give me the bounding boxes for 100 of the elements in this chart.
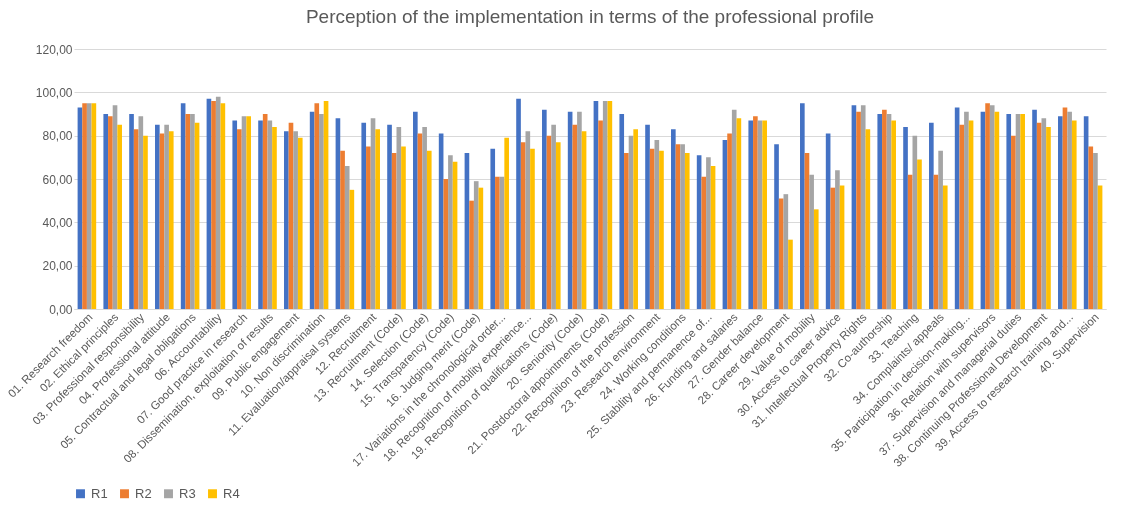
- y-tick-label: 40,00: [42, 215, 73, 230]
- bar: [809, 174, 814, 309]
- bar: [86, 103, 92, 309]
- bar: [903, 127, 908, 309]
- bar: [856, 111, 861, 309]
- legend-label: R1: [91, 485, 108, 501]
- bar: [731, 109, 737, 309]
- bar: [344, 166, 350, 309]
- bar: [1006, 114, 1012, 309]
- bar: [473, 181, 479, 309]
- bar: [830, 187, 836, 309]
- bar: [727, 133, 732, 309]
- bar: [361, 122, 367, 309]
- bar: [835, 170, 840, 309]
- bar: [516, 98, 521, 309]
- y-tick-label: 0,00: [49, 302, 73, 317]
- chart-title: Perception of the implementation in terms of the professional profile: [305, 6, 875, 27]
- bar: [748, 120, 754, 309]
- bar: [366, 146, 371, 309]
- bar: [262, 114, 268, 309]
- bar: [891, 120, 896, 309]
- bar: [788, 239, 793, 309]
- bar: [659, 150, 664, 309]
- bar: [649, 148, 655, 309]
- bar: [237, 129, 242, 309]
- bar: [293, 131, 298, 309]
- bar: [168, 131, 174, 309]
- bar: [246, 116, 251, 309]
- bar: [680, 144, 685, 309]
- bar: [1093, 153, 1098, 309]
- bar: [495, 176, 500, 309]
- bar: [778, 198, 784, 309]
- bar: [907, 174, 913, 309]
- bar: [917, 159, 922, 309]
- bar: [1020, 114, 1025, 309]
- bar: [1088, 146, 1094, 309]
- bar: [143, 135, 148, 309]
- bar: [753, 116, 758, 309]
- y-tick-label: 80,00: [42, 129, 73, 144]
- bar: [985, 103, 990, 309]
- bar: [1032, 109, 1037, 309]
- bar: [133, 129, 139, 309]
- bar: [624, 153, 629, 309]
- bar: [520, 142, 526, 309]
- bar: [989, 105, 995, 309]
- bar: [1071, 120, 1077, 309]
- bar: [619, 114, 625, 309]
- y-tick-label: 100,00: [35, 85, 73, 100]
- bar: [1036, 122, 1042, 309]
- bar: [762, 120, 767, 309]
- bar: [422, 127, 427, 309]
- bar: [602, 101, 608, 309]
- bar: [413, 111, 418, 309]
- bar: [959, 124, 965, 309]
- bar: [530, 148, 535, 309]
- bar: [938, 150, 943, 309]
- bar: [272, 127, 277, 309]
- bar: [633, 129, 638, 309]
- bar: [401, 146, 406, 309]
- bar: [215, 96, 221, 309]
- bar: [1046, 127, 1051, 309]
- bar: [129, 114, 134, 309]
- bar: [340, 150, 345, 309]
- bar: [942, 185, 948, 309]
- bar: [1011, 135, 1016, 309]
- bar: [929, 122, 934, 309]
- bar: [297, 137, 303, 309]
- y-tick-label: 120,00: [35, 42, 73, 57]
- legend-label: R4: [223, 485, 240, 501]
- bar: [701, 176, 707, 309]
- bar: [490, 148, 496, 309]
- bar: [190, 114, 195, 309]
- bar: [645, 124, 650, 309]
- bar: [387, 124, 392, 309]
- bar: [551, 124, 556, 309]
- bar: [860, 105, 866, 309]
- bar: [964, 111, 969, 309]
- bar: [1067, 111, 1072, 309]
- bar: [375, 129, 380, 309]
- y-tick-label: 20,00: [42, 259, 73, 274]
- bar: [314, 103, 320, 309]
- bar: [598, 120, 603, 309]
- bar: [1058, 116, 1063, 309]
- bar: [426, 150, 432, 309]
- bar: [555, 142, 561, 309]
- y-tick-label: 60,00: [42, 172, 73, 187]
- bar: [211, 101, 216, 309]
- bar: [671, 129, 676, 309]
- bar: [164, 124, 169, 309]
- bar: [258, 120, 263, 309]
- legend-label: R2: [135, 485, 152, 501]
- bar: [800, 103, 805, 309]
- bar: [108, 116, 113, 309]
- bar: [813, 209, 819, 309]
- bar: [284, 131, 289, 309]
- bar: [684, 153, 690, 309]
- bar: [877, 114, 883, 309]
- bar: [577, 111, 582, 309]
- bar: [391, 153, 397, 309]
- bar: [103, 114, 109, 309]
